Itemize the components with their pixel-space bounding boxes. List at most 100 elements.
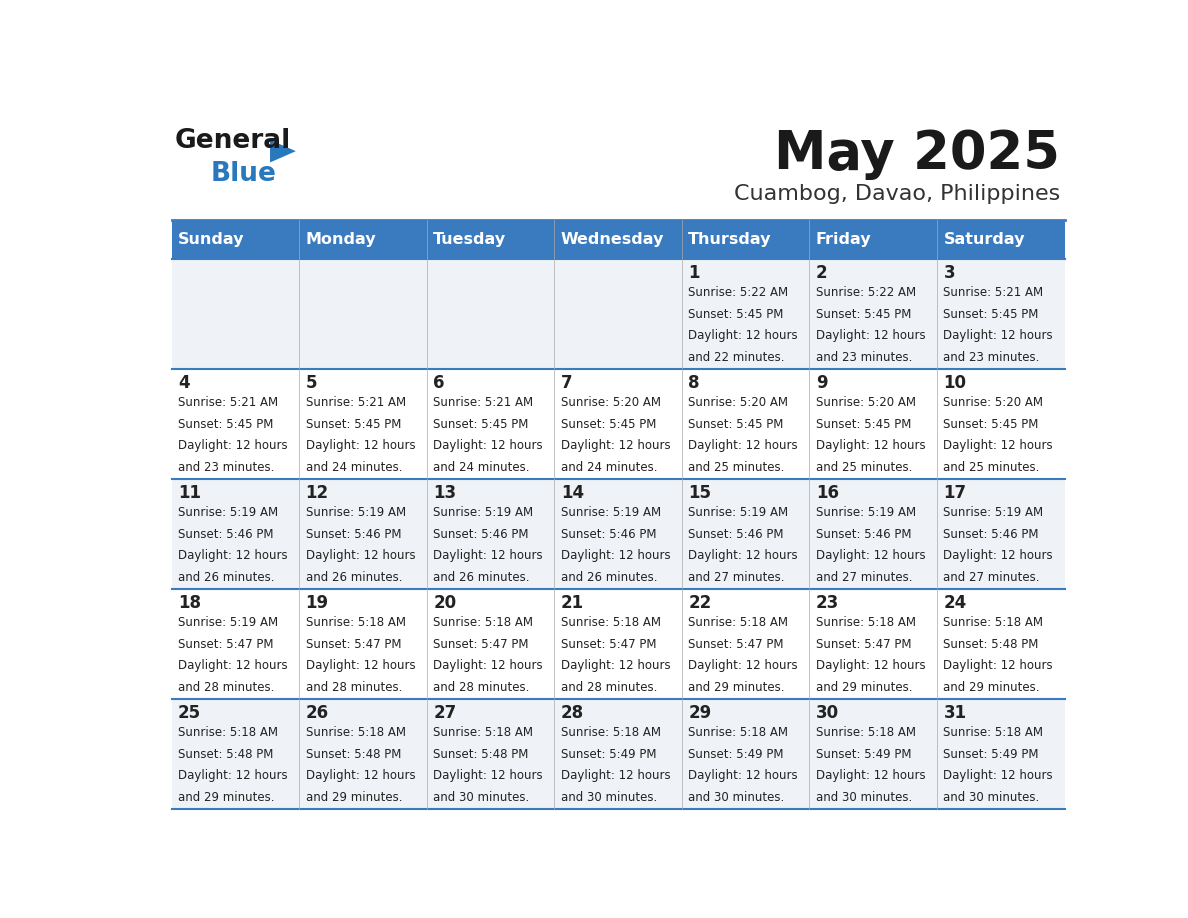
Text: Daylight: 12 hours: Daylight: 12 hours xyxy=(688,330,798,342)
Text: Sunrise: 5:18 AM: Sunrise: 5:18 AM xyxy=(688,616,789,629)
Text: Sunset: 5:46 PM: Sunset: 5:46 PM xyxy=(561,528,656,541)
Text: Daylight: 12 hours: Daylight: 12 hours xyxy=(434,769,543,782)
Text: Daylight: 12 hours: Daylight: 12 hours xyxy=(816,439,925,453)
Text: and 30 minutes.: and 30 minutes. xyxy=(816,790,912,803)
Text: and 24 minutes.: and 24 minutes. xyxy=(434,461,530,474)
Bar xyxy=(937,699,1064,809)
Text: Sunrise: 5:19 AM: Sunrise: 5:19 AM xyxy=(305,506,405,520)
Text: Tuesday: Tuesday xyxy=(434,231,506,247)
Text: Sunset: 5:47 PM: Sunset: 5:47 PM xyxy=(561,638,656,651)
Bar xyxy=(299,588,426,699)
Text: 6: 6 xyxy=(434,375,444,392)
Text: Wednesday: Wednesday xyxy=(561,231,664,247)
Text: Daylight: 12 hours: Daylight: 12 hours xyxy=(178,549,287,562)
Bar xyxy=(937,369,1064,478)
Text: Sunset: 5:45 PM: Sunset: 5:45 PM xyxy=(434,418,529,431)
Text: and 28 minutes.: and 28 minutes. xyxy=(561,680,657,694)
Text: 3: 3 xyxy=(943,264,955,282)
Text: Daylight: 12 hours: Daylight: 12 hours xyxy=(688,659,798,672)
Text: Sunset: 5:45 PM: Sunset: 5:45 PM xyxy=(688,418,784,431)
Bar xyxy=(555,369,682,478)
Text: and 27 minutes.: and 27 minutes. xyxy=(688,571,785,584)
Bar xyxy=(171,478,299,588)
Text: 29: 29 xyxy=(688,704,712,722)
Text: and 25 minutes.: and 25 minutes. xyxy=(688,461,784,474)
Text: Sunset: 5:48 PM: Sunset: 5:48 PM xyxy=(305,747,400,761)
Bar xyxy=(555,478,682,588)
Bar xyxy=(937,478,1064,588)
Text: Sunset: 5:48 PM: Sunset: 5:48 PM xyxy=(178,747,273,761)
Text: Sunset: 5:45 PM: Sunset: 5:45 PM xyxy=(816,308,911,320)
Text: 4: 4 xyxy=(178,375,190,392)
Text: 15: 15 xyxy=(688,484,712,502)
Bar xyxy=(682,369,809,478)
Text: Sunset: 5:45 PM: Sunset: 5:45 PM xyxy=(688,308,784,320)
Text: 25: 25 xyxy=(178,704,201,722)
Text: Daylight: 12 hours: Daylight: 12 hours xyxy=(561,549,670,562)
Text: Sunrise: 5:18 AM: Sunrise: 5:18 AM xyxy=(943,616,1043,629)
Text: and 30 minutes.: and 30 minutes. xyxy=(688,790,784,803)
Text: 21: 21 xyxy=(561,594,583,612)
Text: Sunrise: 5:18 AM: Sunrise: 5:18 AM xyxy=(561,726,661,739)
Text: Sunset: 5:49 PM: Sunset: 5:49 PM xyxy=(561,747,656,761)
Text: Sunset: 5:45 PM: Sunset: 5:45 PM xyxy=(943,308,1038,320)
Text: 24: 24 xyxy=(943,594,967,612)
Text: Sunrise: 5:21 AM: Sunrise: 5:21 AM xyxy=(434,397,533,409)
Text: Daylight: 12 hours: Daylight: 12 hours xyxy=(816,330,925,342)
Text: Sunrise: 5:19 AM: Sunrise: 5:19 AM xyxy=(688,506,789,520)
Text: Sunrise: 5:22 AM: Sunrise: 5:22 AM xyxy=(688,286,789,299)
Text: Sunrise: 5:19 AM: Sunrise: 5:19 AM xyxy=(816,506,916,520)
Text: Friday: Friday xyxy=(816,231,872,247)
Text: and 27 minutes.: and 27 minutes. xyxy=(816,571,912,584)
Text: and 25 minutes.: and 25 minutes. xyxy=(816,461,912,474)
Text: Sunrise: 5:18 AM: Sunrise: 5:18 AM xyxy=(434,726,533,739)
Text: 7: 7 xyxy=(561,375,573,392)
Text: and 28 minutes.: and 28 minutes. xyxy=(434,680,530,694)
Bar xyxy=(809,219,937,259)
Text: Sunset: 5:46 PM: Sunset: 5:46 PM xyxy=(305,528,402,541)
Bar xyxy=(299,699,426,809)
Text: 30: 30 xyxy=(816,704,839,722)
Text: 22: 22 xyxy=(688,594,712,612)
Text: and 30 minutes.: and 30 minutes. xyxy=(943,790,1040,803)
Text: 28: 28 xyxy=(561,704,583,722)
Bar xyxy=(426,219,555,259)
Text: Daylight: 12 hours: Daylight: 12 hours xyxy=(305,769,415,782)
Bar xyxy=(426,478,555,588)
Text: Sunrise: 5:20 AM: Sunrise: 5:20 AM xyxy=(816,397,916,409)
Bar xyxy=(555,219,682,259)
Bar xyxy=(937,259,1064,369)
Text: Sunrise: 5:18 AM: Sunrise: 5:18 AM xyxy=(943,726,1043,739)
Text: Sunrise: 5:18 AM: Sunrise: 5:18 AM xyxy=(434,616,533,629)
Bar xyxy=(171,588,299,699)
Bar xyxy=(937,588,1064,699)
Bar xyxy=(171,699,299,809)
Text: and 29 minutes.: and 29 minutes. xyxy=(816,680,912,694)
Text: 16: 16 xyxy=(816,484,839,502)
Text: Sunset: 5:46 PM: Sunset: 5:46 PM xyxy=(688,528,784,541)
Text: Sunset: 5:49 PM: Sunset: 5:49 PM xyxy=(816,747,911,761)
Text: Sunrise: 5:20 AM: Sunrise: 5:20 AM xyxy=(943,397,1043,409)
Text: Daylight: 12 hours: Daylight: 12 hours xyxy=(434,439,543,453)
Text: Monday: Monday xyxy=(305,231,377,247)
Text: Daylight: 12 hours: Daylight: 12 hours xyxy=(305,659,415,672)
Text: 27: 27 xyxy=(434,704,456,722)
Text: 20: 20 xyxy=(434,594,456,612)
Text: Thursday: Thursday xyxy=(688,231,772,247)
Text: and 25 minutes.: and 25 minutes. xyxy=(943,461,1040,474)
Bar xyxy=(299,478,426,588)
Text: and 22 minutes.: and 22 minutes. xyxy=(688,351,785,364)
Text: Sunset: 5:45 PM: Sunset: 5:45 PM xyxy=(178,418,273,431)
Text: and 29 minutes.: and 29 minutes. xyxy=(688,680,785,694)
Text: Sunrise: 5:21 AM: Sunrise: 5:21 AM xyxy=(943,286,1043,299)
Text: 9: 9 xyxy=(816,375,828,392)
Bar xyxy=(682,699,809,809)
Bar xyxy=(682,478,809,588)
Bar xyxy=(555,588,682,699)
Bar xyxy=(299,369,426,478)
Text: Sunrise: 5:19 AM: Sunrise: 5:19 AM xyxy=(561,506,661,520)
Bar xyxy=(555,259,682,369)
Bar xyxy=(809,259,937,369)
Text: Sunrise: 5:18 AM: Sunrise: 5:18 AM xyxy=(305,726,405,739)
Text: Sunrise: 5:18 AM: Sunrise: 5:18 AM xyxy=(305,616,405,629)
